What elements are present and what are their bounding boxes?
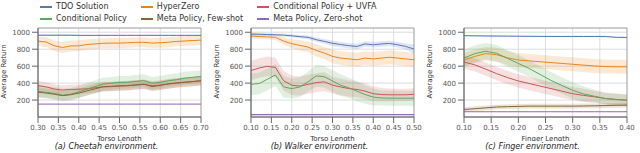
svg-text:0.40: 0.40 (619, 124, 632, 132)
svg-text:600: 600 (17, 63, 30, 71)
html-text:TDO Solution: TDO Solution (56, 1, 109, 11)
svg-text:0.65: 0.65 (173, 124, 189, 132)
svg-text:0.10: 0.10 (243, 124, 259, 132)
svg-text:0.30: 0.30 (565, 124, 581, 132)
svg-text:1000: 1000 (12, 29, 30, 37)
html-text:Conditional Policy + UVFA: Conditional Policy + UVFA (273, 1, 377, 11)
svg-text:Torso Length: Torso Length (96, 135, 142, 141)
svg-text:800: 800 (17, 46, 30, 54)
svg-text:200: 200 (443, 97, 456, 105)
svg-text:0.45: 0.45 (386, 124, 402, 132)
svg-text:Average Return: Average Return (426, 44, 434, 98)
svg-text:Average Return: Average Return (8, 44, 9, 98)
html-text:Meta Policy, Few-shot: Meta Policy, Few-shot (156, 13, 244, 23)
svg-text:800: 800 (443, 46, 456, 54)
svg-text:0.50: 0.50 (112, 124, 128, 132)
html-text:(a) Cheetah environment.: (a) Cheetah environment. (54, 142, 159, 151)
html-text:(b) Walker environment.: (b) Walker environment. (270, 142, 369, 151)
html-text:Meta Policy, Zero-shot: Meta Policy, Zero-shot (273, 13, 363, 23)
svg-text:0.35: 0.35 (345, 124, 361, 132)
svg-text:0.25: 0.25 (538, 124, 554, 132)
svg-text:0.35: 0.35 (592, 124, 608, 132)
svg-text:0.45: 0.45 (91, 124, 107, 132)
svg-text:400: 400 (230, 80, 243, 88)
svg-text:0.15: 0.15 (483, 124, 499, 132)
svg-text:200: 200 (230, 97, 243, 105)
svg-text:400: 400 (443, 80, 456, 88)
svg-text:0.20: 0.20 (284, 124, 300, 132)
svg-text:0.40: 0.40 (365, 124, 381, 132)
svg-text:0.60: 0.60 (152, 124, 168, 132)
svg-text:0.50: 0.50 (406, 124, 422, 132)
svg-text:Finger Length: Finger Length (522, 135, 570, 141)
svg-text:0.35: 0.35 (51, 124, 67, 132)
svg-text:0.25: 0.25 (304, 124, 320, 132)
svg-text:0.40: 0.40 (71, 124, 87, 132)
svg-text:800: 800 (230, 46, 243, 54)
svg-text:0.10: 0.10 (456, 124, 472, 132)
svg-text:0.55: 0.55 (132, 124, 148, 132)
html-text:(c) Finger environment.: (c) Finger environment. (485, 142, 580, 151)
svg-text:1000: 1000 (438, 29, 456, 37)
svg-text:400: 400 (17, 80, 30, 88)
svg-text:0.30: 0.30 (30, 124, 46, 132)
svg-text:600: 600 (230, 63, 243, 71)
html-text:Conditional Policy: Conditional Policy (56, 13, 127, 23)
svg-text:0.15: 0.15 (264, 124, 280, 132)
svg-text:Torso Length: Torso Length (309, 135, 355, 141)
svg-text:0.30: 0.30 (325, 124, 341, 132)
svg-text:600: 600 (443, 63, 456, 71)
svg-text:0.20: 0.20 (511, 124, 527, 132)
svg-text:1000: 1000 (225, 29, 243, 37)
svg-text:Average Return: Average Return (213, 44, 221, 98)
html-text:HyperZero: HyperZero (156, 1, 200, 11)
svg-text:0.70: 0.70 (193, 124, 209, 132)
svg-text:200: 200 (17, 97, 30, 105)
